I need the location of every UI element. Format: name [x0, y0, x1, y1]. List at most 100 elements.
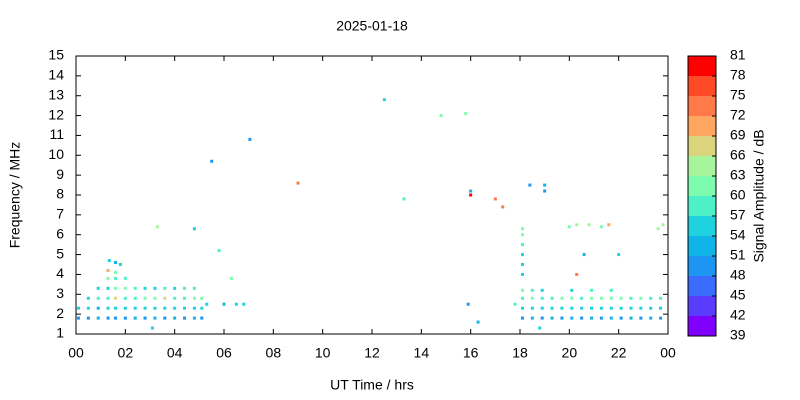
data-point [113, 286, 117, 290]
colorbar-bin [688, 156, 716, 176]
data-point [106, 276, 110, 280]
data-point [528, 183, 532, 187]
colorbar-bin [688, 56, 716, 76]
x-tick-label: 18 [512, 345, 528, 361]
data-point [402, 197, 406, 201]
data-point [560, 316, 564, 320]
data-point [192, 296, 196, 300]
y-tick-label: 1 [56, 325, 64, 341]
y-tick-label: 2 [56, 305, 64, 321]
colorbar-tick-label: 51 [730, 247, 746, 263]
data-point [86, 296, 90, 300]
x-tick-label: 00 [68, 345, 84, 361]
data-point [96, 316, 100, 320]
data-point [570, 288, 574, 292]
data-point [464, 112, 468, 116]
data-point [639, 306, 643, 310]
colorbar-tick-label: 48 [730, 267, 746, 283]
data-point [590, 288, 594, 292]
x-tick-label: 14 [414, 345, 430, 361]
data-point [520, 227, 524, 231]
data-point [656, 227, 660, 231]
colorbar-tick-label: 78 [730, 67, 746, 83]
data-point [530, 306, 534, 310]
data-point [113, 261, 117, 265]
data-point [567, 225, 571, 229]
x-tick-label: 08 [266, 345, 282, 361]
data-point [143, 306, 147, 310]
colorbar-bin [688, 76, 716, 96]
x-tick-label: 20 [562, 345, 578, 361]
data-point [192, 286, 196, 290]
data-point [661, 223, 665, 227]
colorbar-bin [688, 136, 716, 156]
data-point [639, 316, 643, 320]
data-point [183, 316, 187, 320]
data-point [96, 286, 100, 290]
y-tick-label: 8 [56, 186, 64, 202]
data-point [530, 296, 534, 300]
data-point [106, 316, 110, 320]
data-point [520, 272, 524, 276]
y-tick-label: 4 [56, 265, 64, 281]
x-tick-label: 04 [167, 345, 183, 361]
data-point [540, 296, 544, 300]
data-point [113, 306, 117, 310]
data-point [560, 296, 564, 300]
data-point [609, 316, 613, 320]
colorbar-bin [688, 276, 716, 296]
data-point [520, 243, 524, 247]
colorbar-tick-label: 81 [730, 47, 746, 63]
data-point [530, 316, 534, 320]
y-tick-label: 7 [56, 206, 64, 222]
x-axis-label: UT Time / hrs [330, 377, 414, 393]
data-point [582, 253, 586, 257]
data-point [296, 181, 300, 185]
data-point [118, 263, 122, 266]
data-point [86, 316, 90, 320]
data-point [629, 316, 633, 320]
chart-title: 2025-01-18 [336, 18, 408, 34]
data-point [543, 183, 547, 187]
data-point [599, 306, 603, 310]
data-point [192, 316, 196, 320]
data-point [520, 233, 524, 237]
data-point [590, 306, 594, 310]
data-point [153, 316, 157, 320]
data-point [86, 306, 90, 310]
y-tick-label: 6 [56, 225, 64, 241]
data-point [123, 316, 127, 320]
colorbar-tick-label: 54 [730, 227, 746, 243]
data-point [530, 288, 534, 292]
data-point [133, 306, 137, 310]
data-point [133, 296, 137, 300]
data-point [580, 296, 584, 300]
data-point [210, 159, 214, 163]
data-point [123, 306, 127, 310]
colorbar-tick-label: 66 [730, 147, 746, 163]
data-point [163, 286, 167, 290]
data-point [113, 316, 117, 320]
y-tick-label: 13 [48, 86, 64, 102]
colorbar-bin [688, 176, 716, 196]
data-point [150, 326, 154, 330]
data-point [609, 288, 613, 292]
data-point [493, 197, 497, 201]
data-point [192, 227, 196, 231]
y-tick-label: 14 [48, 67, 64, 83]
data-point [153, 286, 157, 290]
data-point [106, 306, 110, 310]
plot-frame [75, 55, 669, 335]
data-point [106, 268, 110, 272]
data-point [76, 316, 80, 320]
colorbar-bin [688, 196, 716, 216]
data-point [106, 286, 110, 290]
data-point [173, 306, 177, 310]
data-point [659, 296, 663, 300]
data-point [123, 276, 127, 280]
data-point [649, 296, 653, 300]
data-point [106, 296, 110, 300]
data-point [590, 316, 594, 320]
y-tick-label: 10 [48, 146, 64, 162]
data-point [590, 296, 594, 300]
